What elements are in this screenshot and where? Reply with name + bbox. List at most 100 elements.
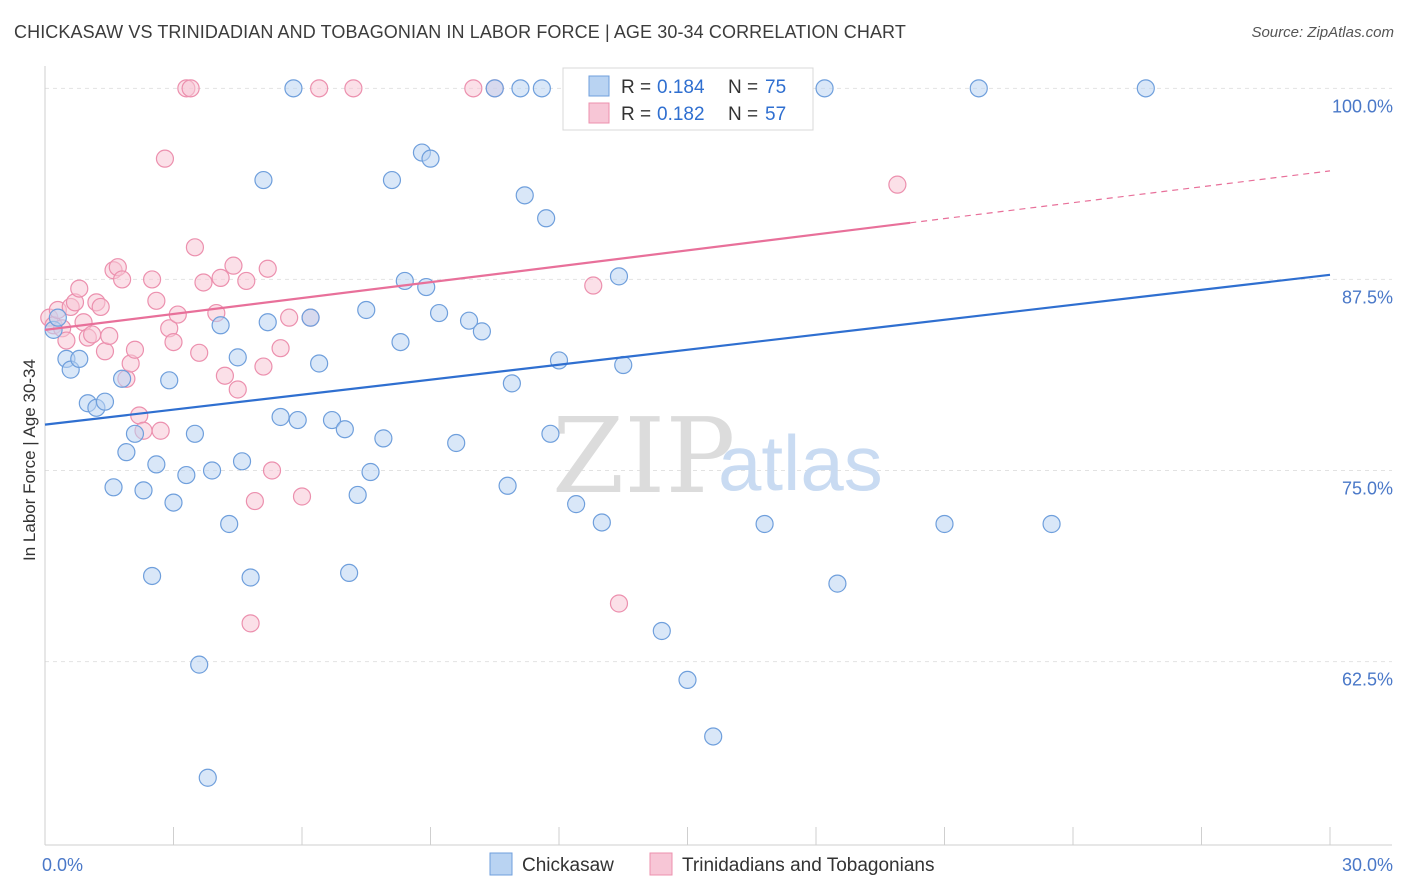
point-chickasaw <box>447 433 466 453</box>
point-trini <box>584 276 603 295</box>
x-tick-label: 30.0% <box>1342 855 1393 875</box>
point-chickasaw <box>382 170 402 190</box>
point-chickasaw <box>95 392 115 411</box>
point-chickasaw <box>614 355 633 375</box>
chart-source: Source: ZipAtlas.com <box>1251 24 1394 41</box>
point-trini <box>100 326 119 346</box>
bottom-legend-label-chickasaw: Chickasaw <box>522 855 614 876</box>
point-trini <box>185 238 205 257</box>
point-chickasaw <box>361 462 380 482</box>
y-axis-label: In Labor Force | Age 30-34 <box>20 359 39 561</box>
point-trini <box>57 331 76 350</box>
point-chickasaw <box>322 410 342 430</box>
y-tick-label: 87.5% <box>1342 287 1393 307</box>
point-trini <box>70 279 89 298</box>
point-trini <box>271 339 290 358</box>
watermark: ZIP atlas <box>552 395 883 517</box>
y-tick-label: 62.5% <box>1342 670 1393 690</box>
point-chickasaw <box>828 574 847 593</box>
point-chickasaw <box>592 513 611 532</box>
x-tick-label: 0.0% <box>42 855 83 875</box>
point-chickasaw <box>537 209 556 228</box>
point-chickasaw <box>125 424 145 443</box>
point-trini <box>194 273 213 292</box>
point-chickasaw <box>134 481 153 500</box>
point-trini <box>245 491 264 511</box>
point-chickasaw <box>340 563 359 583</box>
point-chickasaw <box>70 349 89 369</box>
point-chickasaw <box>348 485 367 505</box>
y-tick-label: 75.0% <box>1342 478 1393 498</box>
point-chickasaw <box>609 267 629 286</box>
legend: R = 0.184 N = 75 R = 0.182 N = 57 <box>562 67 814 131</box>
point-chickasaw <box>310 354 329 373</box>
point-trini <box>310 79 329 98</box>
point-trini <box>262 461 282 480</box>
point-chickasaw <box>511 79 530 98</box>
point-chickasaw <box>48 308 67 327</box>
point-trini <box>237 271 256 291</box>
point-chickasaw <box>1042 514 1061 534</box>
point-trini <box>224 256 243 275</box>
point-chickasaw <box>541 424 560 443</box>
trend-line-extension-trini <box>910 170 1331 224</box>
labels-layer: In Labor Force | Age 30-34 100.0% 87.5% 75… <box>20 96 1393 875</box>
point-trini <box>147 291 166 310</box>
point-chickasaw <box>459 311 479 330</box>
point-chickasaw <box>211 316 230 335</box>
point-trini <box>258 259 277 278</box>
point-chickasaw <box>160 371 179 390</box>
y-tick-label: 100.0% <box>1332 96 1393 116</box>
point-chickasaw <box>678 670 697 690</box>
point-chickasaw <box>567 495 586 514</box>
point-trini <box>164 332 183 352</box>
point-chickasaw <box>374 429 393 448</box>
point-trini <box>888 175 907 194</box>
point-chickasaw <box>288 410 307 430</box>
point-trini <box>228 380 247 399</box>
legend-r-value-chickasaw: 0.184 <box>657 77 705 98</box>
point-chickasaw <box>755 514 774 534</box>
point-chickasaw <box>429 303 449 323</box>
point-chickasaw <box>815 79 834 98</box>
point-chickasaw <box>185 424 205 443</box>
point-trini <box>95 342 115 361</box>
legend-swatch-trini <box>588 102 610 124</box>
point-trini <box>83 325 102 344</box>
trend-layer <box>44 170 1331 426</box>
legend-n-label-chickasaw: N = <box>728 77 758 98</box>
chart-title: CHICKASAW VS TRINIDADIAN AND TOBAGONIAN … <box>14 22 906 42</box>
legend-r-value-trini: 0.182 <box>657 104 705 125</box>
point-trini <box>241 614 260 633</box>
point-chickasaw <box>357 300 376 320</box>
point-chickasaw <box>198 768 217 787</box>
point-chickasaw <box>485 79 504 98</box>
point-trini <box>254 357 273 376</box>
point-chickasaw <box>164 493 183 512</box>
axes-layer <box>44 66 1392 846</box>
point-chickasaw <box>421 149 440 168</box>
point-chickasaw <box>254 170 273 190</box>
point-chickasaw <box>1136 79 1155 98</box>
points-layer <box>40 79 1155 787</box>
point-chickasaw <box>652 621 671 641</box>
legend-n-value-chickasaw: 75 <box>765 77 786 98</box>
point-trini <box>130 406 149 425</box>
point-trini <box>464 79 483 98</box>
point-chickasaw <box>104 478 123 497</box>
point-chickasaw <box>472 322 491 341</box>
point-chickasaw <box>502 374 521 393</box>
bottom-legend-swatch-trini <box>649 852 673 876</box>
point-trini <box>211 268 230 287</box>
trend-line-trini <box>44 221 911 331</box>
point-chickasaw <box>202 461 222 480</box>
bottom-legend: Chickasaw Trinidadians and Tobagonians <box>489 852 934 876</box>
point-chickasaw <box>190 655 209 674</box>
watermark-zip: ZIP <box>552 395 735 517</box>
watermark-atlas: atlas <box>718 419 883 507</box>
point-chickasaw <box>241 568 260 587</box>
point-chickasaw <box>935 514 954 534</box>
point-chickasaw <box>704 727 723 746</box>
point-chickasaw <box>301 308 320 327</box>
